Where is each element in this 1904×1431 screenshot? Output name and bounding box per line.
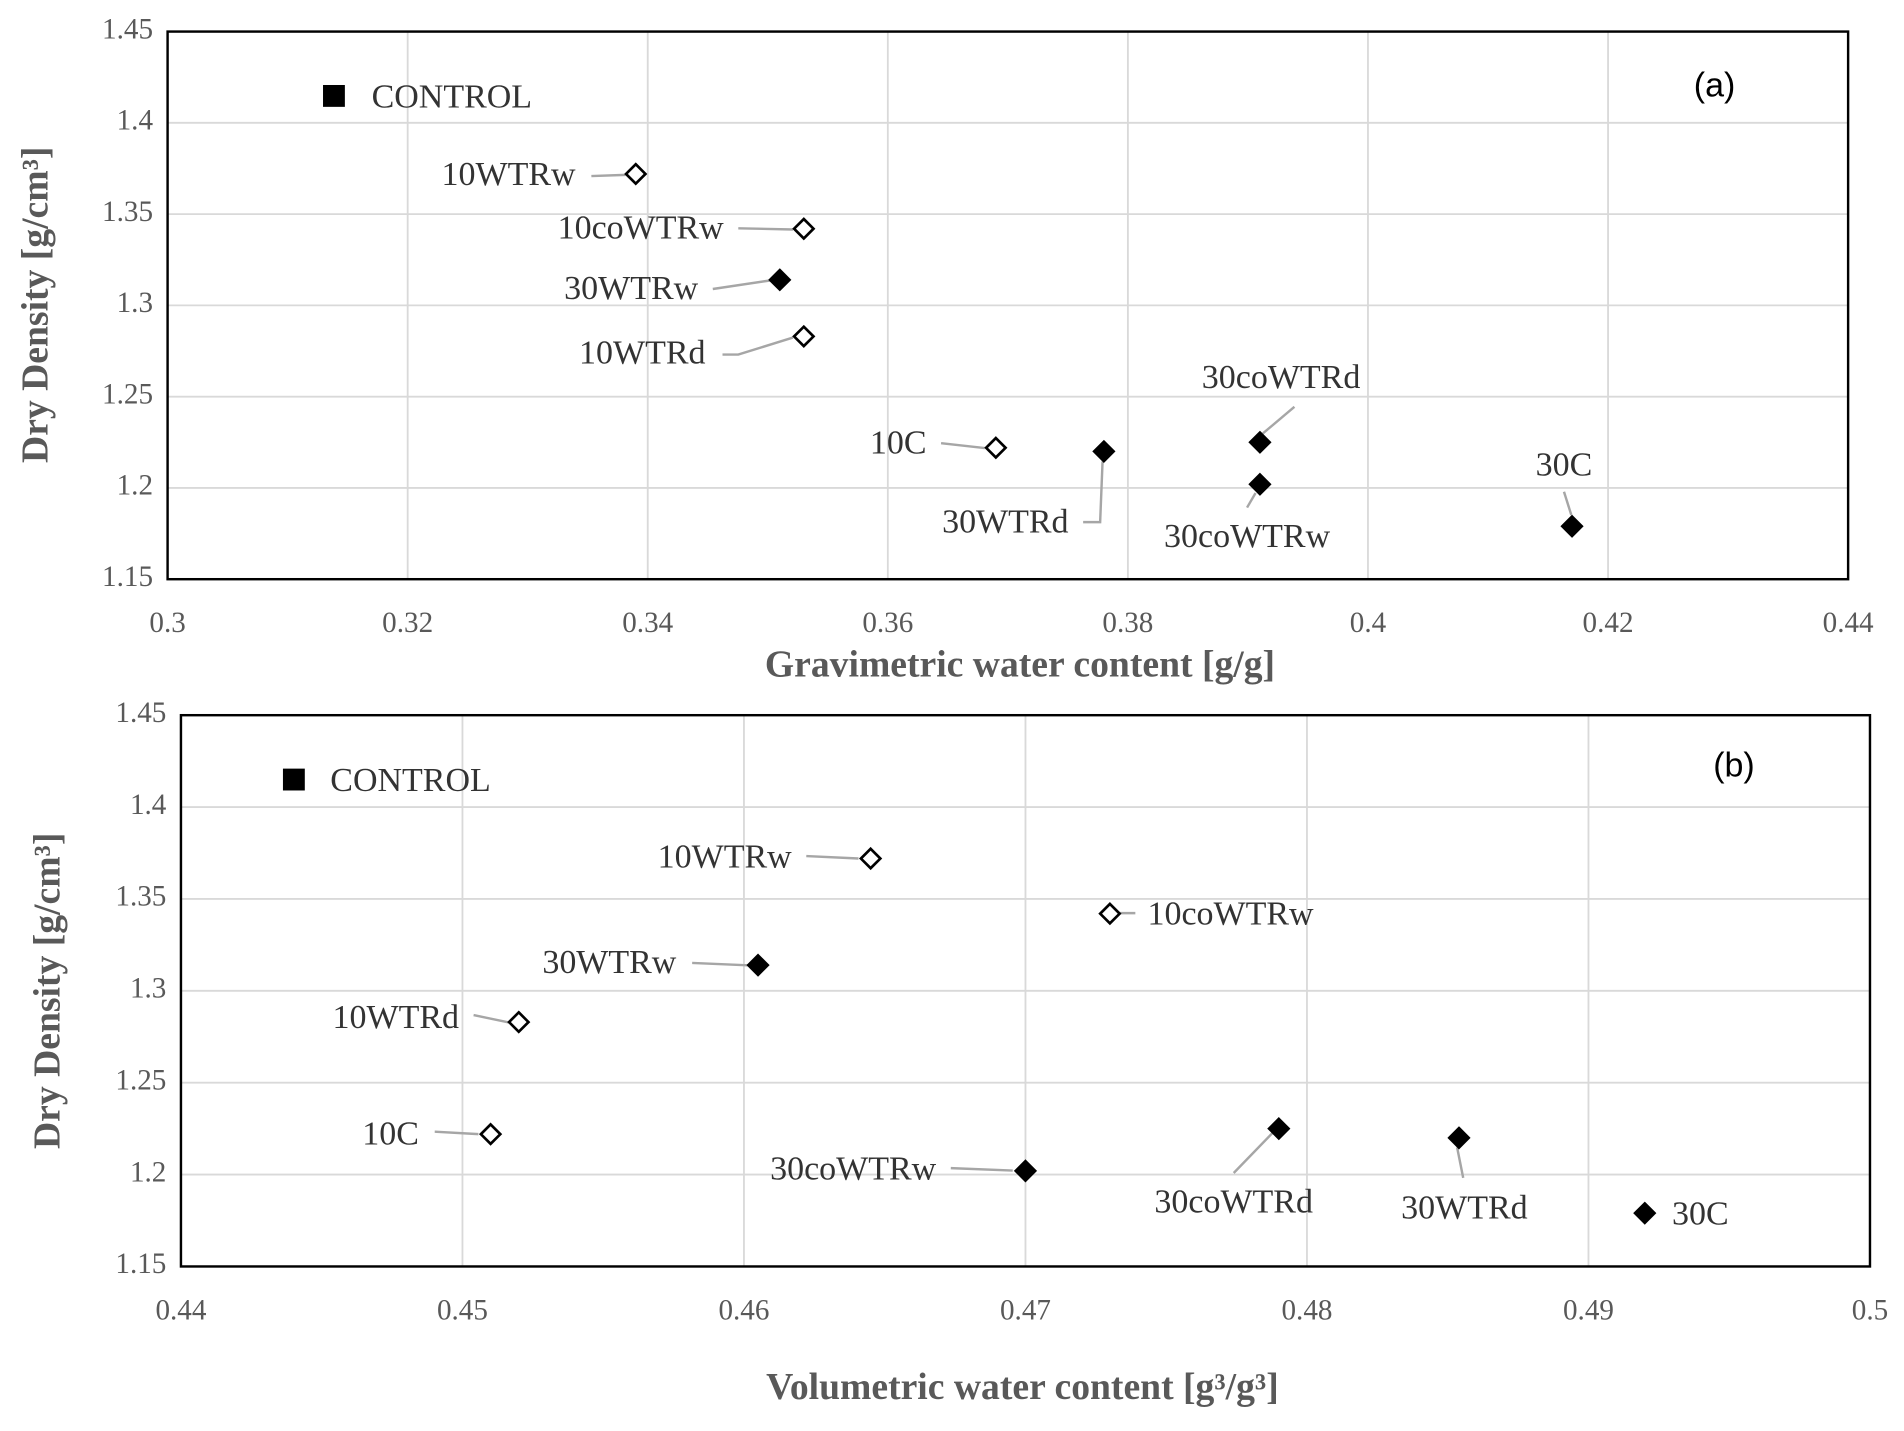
data-point	[792, 324, 816, 349]
y-tick-label: 1.4	[117, 105, 154, 137]
point-label: 30coWTRw	[1164, 518, 1331, 555]
point-label: 30coWTRw	[770, 1151, 937, 1188]
data-point	[1098, 902, 1122, 926]
point-label: 30WTRw	[564, 270, 698, 307]
data-point	[1248, 430, 1272, 454]
data-point	[1447, 1126, 1471, 1150]
x-tick-label: 0.38	[1102, 607, 1153, 639]
point-label: 30WTRd	[1401, 1189, 1527, 1226]
data-point	[507, 1010, 531, 1034]
leader-line	[1562, 491, 1573, 516]
y-tick-label: 1.2	[130, 1156, 166, 1188]
y-tick-label: 1.3	[130, 973, 166, 1005]
y-tick-label: 1.15	[102, 561, 153, 593]
data-point	[746, 953, 770, 977]
point-label: 10WTRw	[442, 156, 576, 193]
x-tick-label: 0.44	[1823, 607, 1874, 639]
data-point	[1633, 1201, 1657, 1225]
plot-frame	[166, 30, 1850, 581]
leader-line	[473, 1013, 510, 1024]
leader-line	[1455, 1147, 1465, 1179]
panel-label: (a)	[1694, 66, 1736, 104]
leader-line	[591, 173, 626, 178]
point-label: 30C	[1536, 446, 1593, 483]
point-label: 10WTRd	[579, 335, 705, 372]
point-label: 30C	[1672, 1195, 1729, 1232]
x-tick-label: 0.3	[149, 607, 185, 639]
y-tick-label: 1.4	[130, 789, 167, 821]
point-label: 10WTRw	[658, 838, 792, 875]
leader-line	[692, 961, 749, 967]
legend-marker	[323, 84, 345, 107]
y-tick-label: 1.25	[102, 378, 153, 410]
x-tick-label: 0.47	[1000, 1294, 1051, 1326]
y-tick-label: 1.2	[117, 470, 153, 502]
y-tick-label: 1.35	[102, 196, 153, 228]
data-point	[1248, 472, 1272, 496]
y-tick-label: 1.25	[115, 1064, 166, 1096]
plot-frame	[179, 713, 1872, 1268]
x-tick-label: 0.44	[155, 1294, 206, 1326]
leader-line	[722, 336, 794, 356]
y-tick-label: 1.35	[115, 881, 166, 913]
leader-line	[434, 1130, 479, 1136]
x-tick-label: 0.49	[1563, 1294, 1614, 1326]
leader-line	[1232, 1132, 1274, 1174]
legend-marker	[282, 768, 305, 791]
leader-line	[950, 1166, 1013, 1172]
x-tick-label: 0.34	[622, 607, 673, 639]
point-label: 30WTRw	[542, 944, 676, 981]
leader-line	[940, 441, 985, 450]
x-tick-label: 0.45	[437, 1294, 488, 1326]
data-point	[479, 1122, 503, 1146]
x-axis-title: Volumetric water content [g³/g³]	[766, 1366, 1279, 1408]
x-tick-label: 0.46	[718, 1294, 769, 1326]
point-label: 30coWTRd	[1202, 359, 1361, 396]
x-tick-label: 0.36	[862, 607, 913, 639]
x-tick-label: 0.5	[1852, 1294, 1888, 1326]
point-label: 10coWTRw	[558, 210, 725, 247]
data-point	[624, 162, 648, 186]
leader-line	[806, 854, 859, 860]
leader-line	[1083, 461, 1104, 524]
point-label: 10C	[870, 424, 927, 461]
data-point	[1092, 439, 1116, 464]
data-point	[768, 268, 792, 292]
x-tick-label: 0.42	[1583, 607, 1634, 639]
y-tick-label: 1.45	[102, 13, 153, 45]
data-point	[984, 436, 1008, 460]
leader-line	[1262, 405, 1296, 435]
legend-label: CONTROL	[372, 78, 532, 115]
y-tick-label: 1.3	[117, 287, 153, 319]
y-tick-label: 1.15	[115, 1248, 166, 1280]
point-label: 30WTRd	[942, 503, 1068, 540]
leader-line	[738, 227, 793, 231]
x-tick-label: 0.48	[1281, 1294, 1332, 1326]
y-tick-label: 1.45	[115, 697, 166, 729]
leader-line	[712, 279, 771, 291]
point-label: 30coWTRd	[1154, 1183, 1313, 1220]
point-label: 10coWTRw	[1147, 896, 1314, 933]
data-point	[792, 217, 816, 241]
point-label: 10WTRd	[333, 999, 459, 1036]
data-point	[1013, 1159, 1038, 1183]
x-axis-title: Gravimetric water content [g/g]	[765, 643, 1275, 685]
legend-label: CONTROL	[330, 762, 490, 799]
data-point	[859, 846, 883, 871]
y-axis-title: Dry Density [g/cm³]	[27, 833, 69, 1149]
leader-line	[1246, 492, 1257, 509]
y-axis-title: Dry Density [g/cm³]	[15, 147, 57, 463]
point-label: 10C	[362, 1115, 419, 1152]
data-point	[1267, 1117, 1291, 1141]
data-point	[1560, 514, 1584, 538]
x-tick-label: 0.4	[1350, 607, 1387, 639]
panel-label: (b)	[1713, 746, 1755, 784]
x-tick-label: 0.32	[382, 607, 433, 639]
